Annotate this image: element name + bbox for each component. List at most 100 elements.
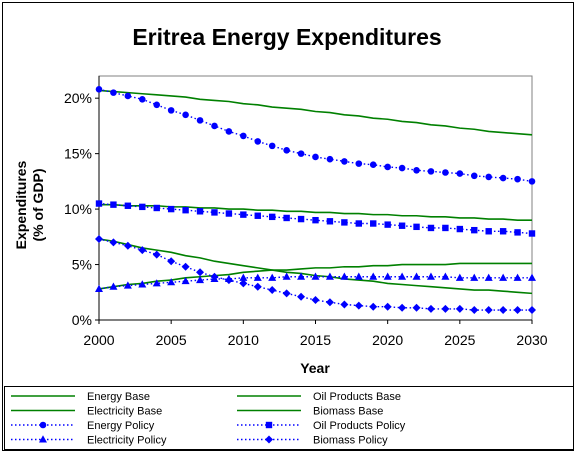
data-point-oil-products-policy (269, 213, 276, 221)
data-point-energy-policy (413, 166, 420, 174)
data-point-biomass-policy (282, 289, 291, 298)
data-point-energy-policy (139, 95, 146, 103)
y-tick-label: 5% (72, 257, 92, 273)
data-point-oil-products-policy (456, 225, 464, 233)
data-point-biomass-policy (484, 306, 493, 315)
data-point-biomass-policy (95, 235, 103, 244)
legend-marker (39, 435, 47, 443)
legend-marker (265, 435, 273, 444)
data-point-oil-products-policy (370, 220, 377, 227)
data-point-oil-products-policy (398, 222, 406, 229)
data-point-oil-products-policy (471, 226, 478, 234)
data-point-electricity-policy (398, 272, 407, 280)
x-tick-label: 2010 (228, 332, 259, 348)
x-tick-label: 2030 (516, 332, 547, 348)
data-point-electricity-policy (297, 272, 306, 280)
chart-legend: Energy Base Oil Products Base Electricity … (4, 386, 574, 450)
data-point-energy-policy (153, 101, 161, 109)
data-point-oil-products-policy (499, 228, 507, 235)
data-point-biomass-policy (426, 304, 435, 313)
data-point-biomass-policy (325, 298, 334, 307)
series-line-energy-base (98, 89, 533, 136)
data-point-electricity-policy (340, 272, 349, 280)
data-point-oil-products-policy (283, 214, 290, 222)
legend-entry-oil-products-policy: Oil Products Policy (237, 420, 406, 432)
legend-entry-biomass-base: Biomass Base (237, 406, 383, 418)
chart-title: Eritrea Energy Expenditures (132, 24, 441, 50)
x-tick-label: 2020 (372, 332, 403, 348)
data-point-energy-policy (124, 92, 132, 100)
data-point-electricity-policy (412, 272, 421, 280)
series-energy-base (98, 89, 533, 136)
legend-label: Biomass Policy (313, 435, 388, 447)
data-point-electricity-policy (484, 273, 493, 281)
data-point-oil-products-policy (240, 211, 247, 218)
data-point-energy-policy (225, 128, 233, 135)
data-point-biomass-policy (383, 302, 392, 311)
data-point-oil-products-policy (254, 212, 261, 219)
data-point-energy-policy (196, 117, 204, 124)
data-point-energy-policy (485, 173, 493, 181)
series-oil-products-policy (95, 200, 536, 237)
y-tick-label: 15% (64, 146, 92, 162)
data-point-oil-products-policy (110, 201, 117, 208)
data-point-energy-policy (182, 111, 189, 119)
data-point-electricity-policy (325, 272, 334, 280)
series-electricity-policy (95, 272, 536, 292)
legend-label: Energy Base (87, 391, 150, 403)
data-point-energy-policy (369, 161, 377, 169)
legend-entry-energy-base: Energy Base (11, 391, 150, 403)
data-point-electricity-policy (95, 284, 103, 292)
data-point-electricity-policy (138, 280, 147, 288)
legend-entry-biomass-policy: Biomass Policy (237, 435, 388, 447)
data-point-oil-products-policy (341, 219, 348, 226)
data-point-electricity-policy (181, 276, 190, 285)
data-point-electricity-policy (282, 272, 291, 280)
data-point-energy-policy (110, 89, 117, 96)
data-point-oil-products-policy (297, 215, 305, 223)
data-point-oil-products-policy (413, 223, 420, 231)
data-point-oil-products-policy (326, 218, 334, 225)
legend-label: Electricity Policy (87, 435, 167, 447)
data-point-oil-products-policy (95, 200, 103, 207)
x-tick-label: 2015 (300, 332, 331, 348)
data-point-biomass-policy (441, 304, 450, 313)
data-point-energy-policy (456, 170, 464, 177)
data-point-electricity-policy (513, 273, 522, 281)
data-point-energy-policy (254, 138, 262, 145)
data-point-electricity-policy (441, 272, 450, 280)
data-point-energy-policy (283, 147, 290, 154)
data-point-oil-products-policy (384, 221, 391, 228)
data-point-electricity-policy (354, 272, 363, 280)
data-point-biomass-policy (181, 262, 190, 271)
data-point-energy-policy (528, 178, 536, 185)
data-point-biomass-policy (398, 303, 407, 312)
data-point-biomass-policy (340, 300, 349, 309)
data-point-biomass-policy (253, 282, 262, 291)
data-point-electricity-policy (383, 272, 392, 280)
y-tick-label: 10% (64, 201, 92, 217)
legend-entry-electricity-policy: Electricity Policy (11, 435, 167, 447)
data-point-biomass-policy (369, 302, 378, 311)
data-point-oil-products-policy (485, 228, 492, 235)
data-point-biomass-policy (513, 306, 522, 315)
legend-marker (265, 421, 273, 429)
data-point-energy-policy (470, 172, 478, 180)
chart-frame (2, 2, 574, 451)
data-point-energy-policy (167, 107, 175, 114)
data-point-energy-policy (297, 150, 305, 157)
data-point-oil-products-policy (211, 209, 218, 216)
data-point-oil-products-policy (528, 230, 536, 237)
data-point-biomass-policy (138, 246, 147, 255)
data-point-biomass-policy (297, 292, 306, 301)
data-point-oil-products-policy (442, 224, 449, 232)
legend-label: Electricity Base (87, 406, 162, 418)
data-point-electricity-policy (455, 273, 464, 281)
data-point-oil-products-policy (153, 204, 160, 212)
data-point-oil-products-policy (167, 205, 175, 213)
data-point-oil-products-policy (355, 220, 362, 227)
data-point-electricity-policy (152, 279, 161, 287)
data-point-biomass-policy (123, 241, 132, 250)
legend-marker (39, 421, 47, 429)
